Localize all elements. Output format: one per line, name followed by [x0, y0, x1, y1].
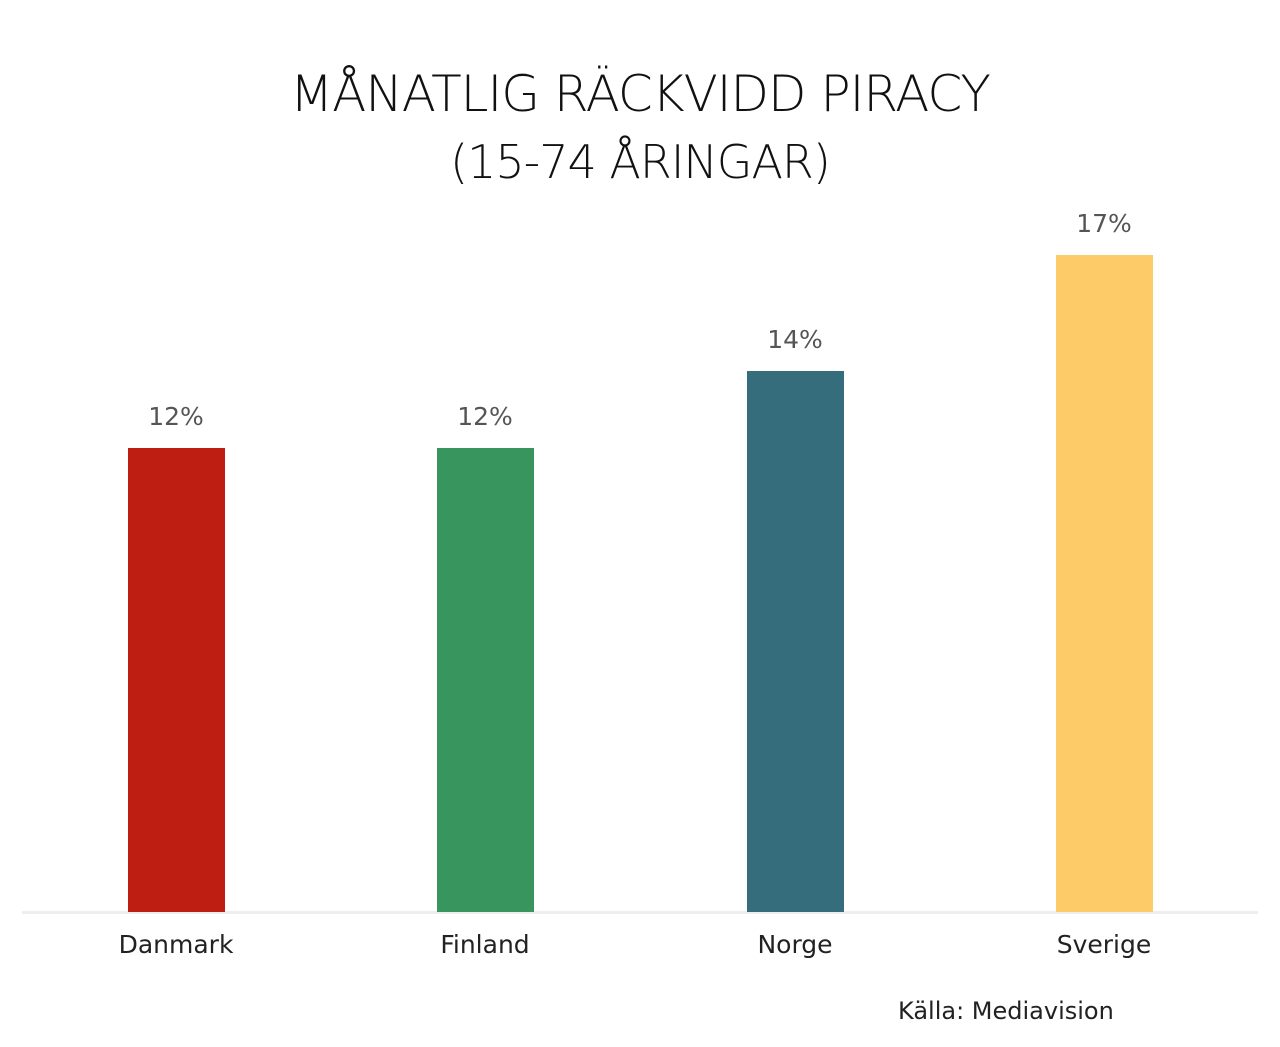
value-label-norge: 14% [767, 324, 823, 354]
value-label-sverige: 17% [1076, 209, 1132, 238]
x-tick-label-danmark: Danmark [118, 930, 234, 959]
source-note: Källa: Mediavision [898, 997, 1114, 1025]
chart-subtitle: (15-74 ÅRINGAR) [450, 135, 831, 189]
bar-danmark [127, 448, 225, 912]
value-label-danmark: 12% [148, 402, 204, 432]
bar-norge [746, 370, 844, 912]
x-axis-line [22, 911, 1258, 914]
x-tick-label-norge: Norge [757, 930, 833, 959]
value-label-finland: 12% [457, 402, 513, 432]
x-tick-label-finland: Finland [440, 930, 530, 959]
chart-title: MÅNATLIG RÄCKVIDD PIRACY [290, 65, 991, 123]
x-tick-label-sverige: Sverige [1056, 930, 1152, 959]
bar-finland [436, 448, 534, 912]
bar-sverige [1055, 255, 1153, 912]
